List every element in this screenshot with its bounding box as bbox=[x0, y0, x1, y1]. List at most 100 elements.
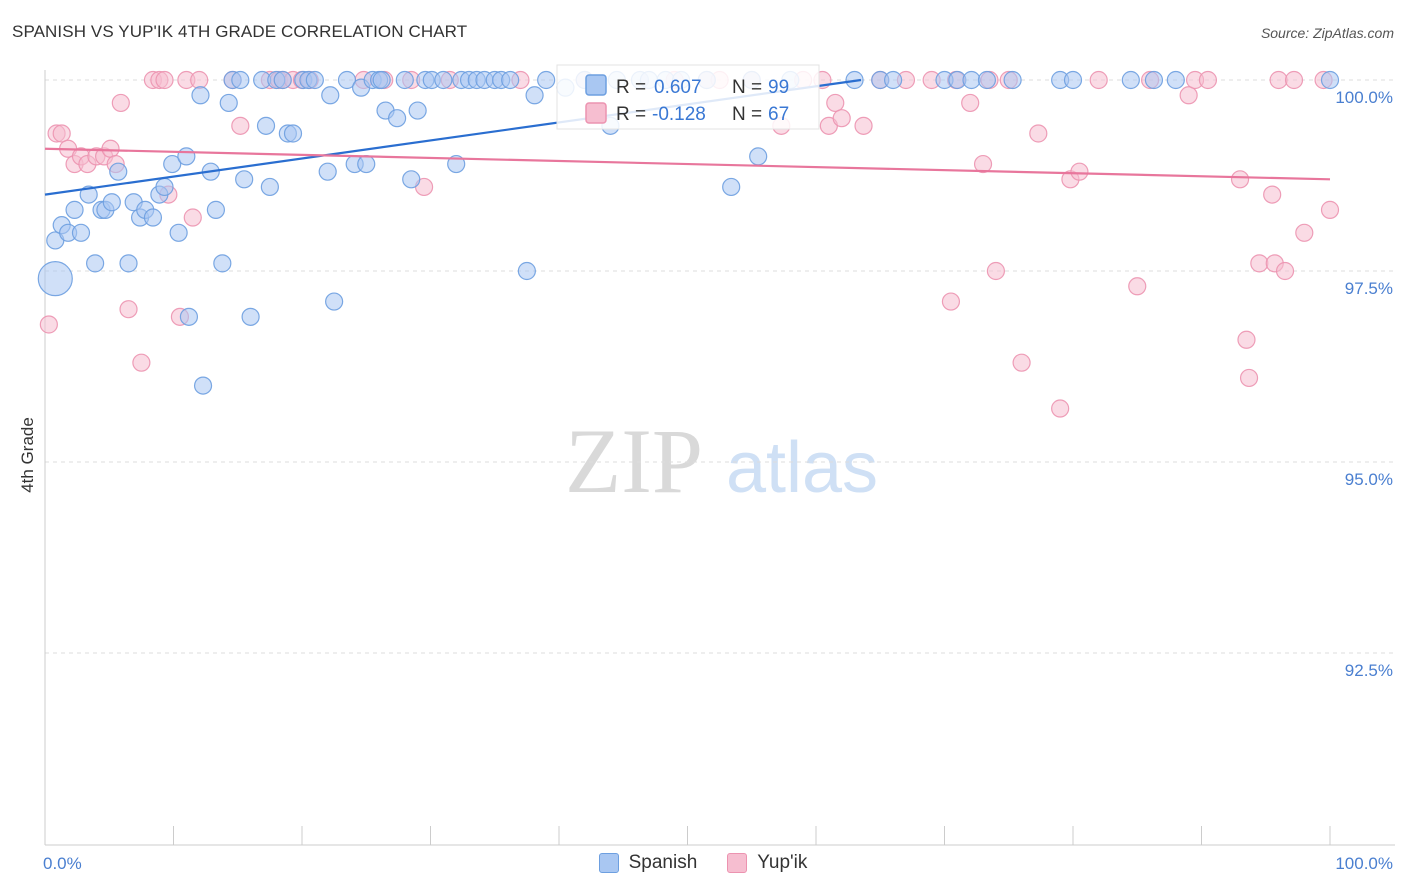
point-yupik-66 bbox=[1179, 86, 1198, 105]
point-spanish-31 bbox=[235, 170, 254, 189]
point-spanish-96 bbox=[1144, 70, 1164, 90]
y-tick-label-0: 92.5% bbox=[1345, 661, 1393, 680]
point-spanish-45 bbox=[325, 292, 344, 311]
point-spanish-55 bbox=[395, 70, 414, 90]
y-axis-label: 4th Grade bbox=[18, 417, 37, 493]
point-spanish-97 bbox=[1166, 70, 1185, 90]
y-tick-label-1: 95.0% bbox=[1345, 470, 1393, 489]
point-yupik-71 bbox=[1239, 368, 1259, 388]
x-tick-label-max: 100.0% bbox=[1335, 854, 1393, 873]
legend-label-spanish: Spanish bbox=[628, 852, 698, 873]
point-yupik-2 bbox=[52, 124, 71, 143]
point-yupik-62 bbox=[1070, 162, 1089, 181]
legend-n-label-yupik: N = bbox=[732, 104, 762, 125]
legend-item-spanish[interactable]: Spanish bbox=[598, 852, 698, 874]
legend-item-yupik[interactable]: Yup'ik bbox=[727, 852, 807, 874]
point-yupik-70 bbox=[1237, 330, 1256, 349]
point-yupik-76 bbox=[1275, 261, 1295, 281]
point-spanish-43 bbox=[318, 162, 337, 181]
legend-box: R = 0.607 N = 99 R = -0.128 N = 67 bbox=[556, 64, 820, 130]
point-spanish-39 bbox=[283, 124, 303, 143]
point-yupik-69 bbox=[1230, 170, 1250, 189]
point-spanish-12 bbox=[119, 254, 138, 273]
point-spanish-37 bbox=[273, 70, 292, 90]
point-yupik-56 bbox=[986, 261, 1006, 281]
point-spanish-44 bbox=[321, 86, 340, 105]
point-yupik-46 bbox=[832, 109, 851, 128]
point-spanish-20 bbox=[169, 223, 188, 242]
point-spanish-49 bbox=[357, 154, 376, 174]
point-yupik-72 bbox=[1250, 254, 1269, 273]
series-legend: Spanish Yup'ik bbox=[0, 852, 1406, 874]
point-spanish-52 bbox=[372, 70, 391, 90]
point-yupik-9 bbox=[101, 139, 120, 158]
point-spanish-22 bbox=[179, 307, 199, 326]
point-yupik-13 bbox=[132, 353, 151, 372]
point-spanish-56 bbox=[402, 170, 421, 189]
point-spanish-83 bbox=[749, 147, 768, 166]
legend-r-label-spanish: R = bbox=[616, 77, 646, 98]
point-spanish-27 bbox=[213, 254, 232, 273]
legend-r-value-spanish: 0.607 bbox=[654, 77, 702, 98]
point-spanish-5 bbox=[71, 223, 91, 242]
point-yupik-20 bbox=[183, 208, 202, 227]
point-yupik-11 bbox=[111, 93, 130, 113]
point-yupik-68 bbox=[1198, 70, 1218, 90]
point-spanish-68 bbox=[501, 70, 520, 90]
legend-n-value-yupik: 67 bbox=[768, 104, 789, 125]
point-yupik-16 bbox=[155, 70, 174, 90]
point-spanish-60 bbox=[434, 70, 453, 90]
point-yupik-61 bbox=[1051, 399, 1070, 418]
legend-label-yupik: Yup'ik bbox=[757, 852, 808, 873]
point-yupik-54 bbox=[973, 154, 993, 174]
point-yupik-80 bbox=[1320, 200, 1340, 219]
legend-swatch-yupik bbox=[585, 102, 607, 124]
legend-r-value-yupik: -0.128 bbox=[652, 104, 706, 125]
chart-title: SPANISH VS YUP'IK 4TH GRADE CORRELATION … bbox=[12, 22, 468, 41]
point-spanish-90 bbox=[962, 70, 981, 90]
point-yupik-53 bbox=[961, 93, 980, 113]
point-spanish-18 bbox=[155, 177, 174, 197]
point-spanish-42 bbox=[305, 70, 324, 90]
legend-swatch-spanish bbox=[585, 74, 607, 96]
point-yupik-23 bbox=[231, 116, 250, 135]
legend-n-label-spanish: N = bbox=[732, 77, 762, 98]
point-spanish-70 bbox=[525, 86, 544, 105]
point-spanish-92 bbox=[1003, 70, 1022, 90]
point-yupik-58 bbox=[1012, 353, 1031, 372]
point-spanish-54 bbox=[387, 109, 407, 128]
x-tick-label-min: 0.0% bbox=[43, 854, 82, 873]
point-spanish-24 bbox=[193, 376, 213, 395]
legend-swatch-yupik-bottom bbox=[727, 853, 748, 873]
point-spanish-57 bbox=[408, 101, 427, 120]
y-tick-label-2: 97.5% bbox=[1345, 279, 1393, 298]
trend-line-yupik bbox=[44, 147, 1331, 181]
tick-labels: 92.5% 95.0% 97.5% 100.0% 0.0% 100.0% bbox=[43, 88, 1393, 873]
point-spanish-16 bbox=[143, 208, 163, 227]
point-yupik-63 bbox=[1089, 70, 1108, 90]
point-yupik-77 bbox=[1284, 70, 1304, 90]
spanish-points bbox=[37, 70, 1340, 395]
source-label: Source: ZipAtlas.com bbox=[1260, 25, 1394, 41]
point-yupik-64 bbox=[1128, 277, 1147, 296]
point-spanish-28 bbox=[219, 93, 238, 113]
point-yupik-78 bbox=[1295, 223, 1314, 242]
axes bbox=[44, 70, 1395, 846]
point-spanish-23 bbox=[191, 86, 210, 105]
point-spanish-19 bbox=[163, 154, 182, 174]
point-yupik-0 bbox=[39, 315, 58, 334]
point-spanish-71 bbox=[537, 70, 556, 90]
point-spanish-34 bbox=[256, 116, 276, 135]
point-spanish-7 bbox=[86, 254, 105, 273]
point-spanish-87 bbox=[883, 70, 903, 90]
point-spanish-26 bbox=[206, 200, 226, 219]
point-yupik-21 bbox=[190, 70, 209, 90]
point-spanish-81 bbox=[722, 177, 741, 197]
point-yupik-75 bbox=[1269, 70, 1288, 90]
point-yupik-59 bbox=[1029, 124, 1048, 143]
point-spanish-91 bbox=[977, 70, 997, 90]
point-spanish-35 bbox=[260, 177, 279, 197]
point-yupik-47 bbox=[854, 116, 873, 135]
legend-n-value-spanish: 99 bbox=[768, 77, 789, 98]
